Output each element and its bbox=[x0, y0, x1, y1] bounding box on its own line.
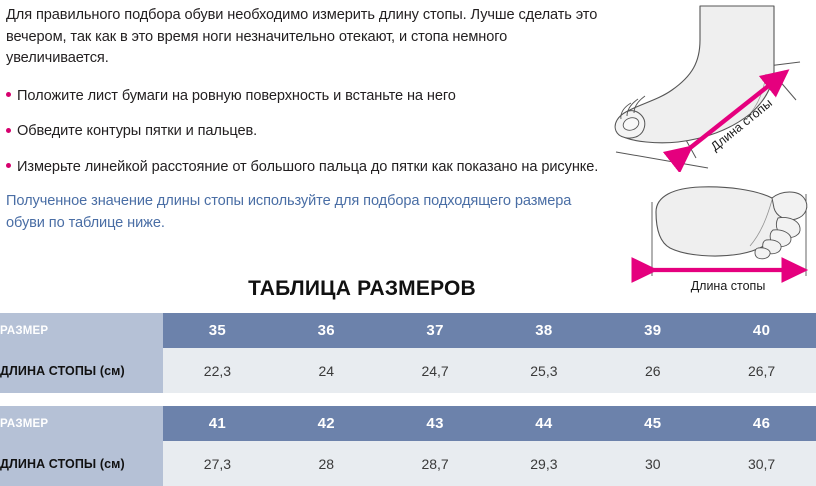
instruction-bullet-1-text: Положите лист бумаги на ровную поверхнос… bbox=[17, 87, 456, 104]
foot-sole-view-illustration: Длина стопы bbox=[620, 178, 816, 298]
usage-note: Полученное значение длины стопы использу… bbox=[6, 193, 572, 231]
size-row-label: РАЗМЕР bbox=[0, 313, 163, 348]
length-cell: 29,3 bbox=[489, 441, 599, 486]
table-row: ДЛИНА СТОПЫ (см) 27,3 28 28,7 29,3 30 30… bbox=[0, 441, 816, 486]
size-row-label: РАЗМЕР bbox=[0, 406, 163, 441]
size-cell: 40 bbox=[707, 313, 816, 348]
instruction-bullet-2-text: Обведите контуры пятки и пальцев. bbox=[17, 123, 258, 139]
length-cell: 26 bbox=[598, 348, 708, 393]
size-cell: 36 bbox=[271, 313, 381, 348]
table-row: РАЗМЕР 41 42 43 44 45 46 bbox=[0, 406, 816, 441]
instructions-block: Для правильного подбора обуви необходимо… bbox=[6, 5, 602, 234]
size-cell: 37 bbox=[380, 313, 490, 348]
length-cell: 28 bbox=[271, 441, 381, 486]
length-cell: 22,3 bbox=[163, 348, 272, 393]
instruction-bullet-1: Положите лист бумаги на ровную поверхнос… bbox=[6, 86, 602, 108]
size-cell: 38 bbox=[489, 313, 599, 348]
size-table-2: РАЗМЕР 41 42 43 44 45 46 ДЛИНА СТОПЫ (см… bbox=[0, 406, 816, 486]
table-row: РАЗМЕР 35 36 37 38 39 40 bbox=[0, 313, 816, 348]
size-cell: 44 bbox=[489, 406, 599, 441]
instruction-bullet-3: Измерьте линейкой расстояние от большого… bbox=[6, 157, 602, 179]
length-cell: 27,3 bbox=[163, 441, 272, 486]
length-cell: 24,7 bbox=[380, 348, 490, 393]
size-cell: 35 bbox=[163, 313, 272, 348]
length-cell: 26,7 bbox=[707, 348, 816, 393]
length-cell: 25,3 bbox=[489, 348, 599, 393]
sole-view-measure-label: Длина стопы bbox=[691, 279, 766, 293]
length-row-label: ДЛИНА СТОПЫ (см) bbox=[0, 441, 163, 486]
size-cell: 46 bbox=[707, 406, 816, 441]
instruction-bullet-3-text: Измерьте линейкой расстояние от большого… bbox=[17, 158, 599, 175]
table-row: ДЛИНА СТОПЫ (см) 22,3 24 24,7 25,3 26 26… bbox=[0, 348, 816, 393]
size-cell: 42 bbox=[271, 406, 381, 441]
instruction-bullet-2: Обведите контуры пятки и пальцев. bbox=[6, 121, 602, 143]
foot-side-view-illustration: Длина стопы bbox=[600, 0, 816, 172]
size-cell: 45 bbox=[598, 406, 708, 441]
length-cell: 28,7 bbox=[380, 441, 490, 486]
size-cell: 41 bbox=[163, 406, 272, 441]
size-chart-title: ТАБЛИЦА РАЗМЕРОВ bbox=[248, 277, 476, 300]
length-cell: 30 bbox=[598, 441, 708, 486]
bullet-dot-icon bbox=[6, 127, 11, 133]
bullet-dot-icon bbox=[6, 163, 11, 169]
size-cell: 39 bbox=[598, 313, 708, 348]
length-cell: 30,7 bbox=[707, 441, 816, 486]
bullet-dot-icon bbox=[6, 92, 11, 98]
length-cell: 24 bbox=[271, 348, 381, 393]
size-cell: 43 bbox=[380, 406, 490, 441]
size-table-1: РАЗМЕР 35 36 37 38 39 40 ДЛИНА СТОПЫ (см… bbox=[0, 313, 816, 393]
intro-paragraph: Для правильного подбора обуви необходимо… bbox=[6, 7, 598, 66]
length-row-label: ДЛИНА СТОПЫ (см) bbox=[0, 348, 163, 393]
